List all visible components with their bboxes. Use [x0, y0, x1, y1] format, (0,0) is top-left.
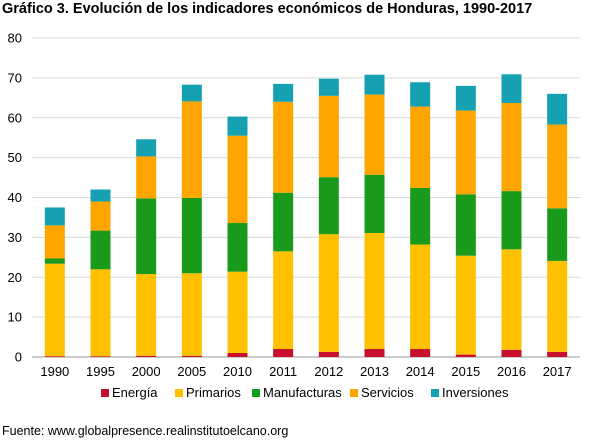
- bar-segment-primarios-2005: [181, 273, 202, 356]
- bar-segment-manufacturas-2012: [318, 177, 339, 235]
- bar-segment-servicios-2017: [547, 124, 568, 209]
- bar-segment-inversiones-2010: [227, 116, 248, 136]
- x-tick-label: 2012: [314, 364, 343, 379]
- y-tick-label: 40: [8, 190, 22, 205]
- legend-swatch-energía: [101, 389, 109, 397]
- bar-segment-servicios-2012: [318, 95, 339, 178]
- x-tick-label: 1990: [40, 364, 69, 379]
- bar-segment-manufacturas-2010: [227, 223, 248, 272]
- x-axis-ticks: 1990 1995 2000 2005 2010 2011 2012 2013 2014 2015…: [40, 364, 571, 379]
- x-tick-label: 2017: [543, 364, 572, 379]
- bar-segment-inversiones-2012: [318, 78, 339, 96]
- x-tick-label: 2011: [269, 364, 297, 379]
- x-tick-label: 2010: [223, 364, 252, 379]
- bar-segment-inversiones-2017: [547, 93, 568, 125]
- legend-swatch-inversiones: [431, 389, 439, 397]
- source-note: Fuente: www.globalpresence.realinstituto…: [2, 424, 289, 438]
- bar-segment-servicios-2010: [227, 135, 248, 224]
- bar-segment-inversiones-2011: [273, 83, 294, 102]
- y-tick-label: 20: [8, 270, 22, 285]
- y-tick-label: 30: [8, 230, 22, 245]
- gridlines: [32, 37, 580, 358]
- legend-label-inversiones: Inversiones: [442, 385, 509, 400]
- bar-segment-inversiones-2016: [501, 74, 522, 103]
- bar-segment-servicios-2014: [410, 106, 431, 188]
- bar-segment-inversiones-2014: [410, 82, 431, 107]
- legend: Energía Primarios Manufacturas Servicios Inv…: [101, 385, 509, 400]
- y-axis-ticks: 0 10 20 30 40 50 60 70 80: [8, 31, 22, 365]
- x-tick-label: 2015: [451, 364, 480, 379]
- bar-segment-inversiones-2000: [136, 139, 157, 157]
- bar-segment-servicios-2013: [364, 94, 385, 175]
- bar-segment-primarios-2014: [410, 244, 431, 350]
- bar-segment-primarios-1990: [44, 263, 65, 357]
- bar-segment-servicios-2015: [455, 110, 476, 195]
- bar-segment-manufacturas-2011: [273, 192, 294, 252]
- y-tick-label: 60: [8, 110, 22, 125]
- bar-segment-inversiones-2015: [455, 85, 476, 111]
- bar-segment-servicios-1995: [90, 201, 111, 231]
- y-tick-label: 80: [8, 31, 22, 46]
- bar-segment-primarios-1995: [90, 269, 111, 357]
- bar-segment-primarios-2010: [227, 271, 248, 354]
- bar-segment-primarios-2000: [136, 274, 157, 356]
- legend-label-energía: Energía: [112, 385, 158, 400]
- bar-segment-inversiones-2005: [181, 84, 202, 102]
- bar-segment-inversiones-1990: [44, 207, 65, 226]
- bar-segment-primarios-2011: [273, 251, 294, 350]
- bar-segment-servicios-2000: [136, 156, 157, 199]
- bar-segment-primarios-2015: [455, 255, 476, 355]
- chart-title: Gráfico 3. Evolución de los indicadores …: [2, 1, 533, 17]
- bar-segment-manufacturas-2014: [410, 187, 431, 245]
- bar-segment-inversiones-2013: [364, 74, 385, 95]
- bar-segment-manufacturas-2017: [547, 208, 568, 261]
- legend-label-primarios: Primarios: [186, 385, 241, 400]
- bar-segment-manufacturas-2016: [501, 191, 522, 250]
- x-tick-label: 1995: [86, 364, 115, 379]
- bar-segment-energía-2015: [455, 354, 476, 357]
- bar-segment-manufacturas-1995: [90, 230, 111, 270]
- x-tick-label: 2000: [132, 364, 161, 379]
- bar-segment-energía-1990: [44, 356, 65, 357]
- bar-segment-inversiones-1995: [90, 189, 111, 202]
- legend-swatch-manufacturas: [252, 389, 260, 397]
- bar-segment-energía-2011: [273, 349, 294, 357]
- bar-segment-servicios-2011: [273, 101, 294, 193]
- bar-segment-energía-1995: [90, 356, 111, 357]
- legend-swatch-servicios: [350, 389, 358, 397]
- bar-segment-servicios-1990: [44, 225, 65, 259]
- bar-segment-primarios-2012: [318, 234, 339, 352]
- y-tick-label: 0: [15, 350, 22, 365]
- bar-segment-manufacturas-1990: [44, 258, 65, 264]
- bar-segment-primarios-2016: [501, 249, 522, 350]
- bar-segment-manufacturas-2015: [455, 194, 476, 256]
- bar-segment-energía-2013: [364, 349, 385, 357]
- bar-segment-energía-2005: [181, 355, 202, 357]
- x-tick-label: 2013: [360, 364, 389, 379]
- bar-segment-energía-2014: [410, 349, 431, 357]
- bar-segment-manufacturas-2013: [364, 174, 385, 233]
- bar-segment-energía-2016: [501, 349, 522, 357]
- bar-segment-energía-2010: [227, 353, 248, 357]
- bar-segment-servicios-2005: [181, 101, 202, 198]
- x-tick-label: 2016: [497, 364, 526, 379]
- legend-label-servicios: Servicios: [361, 385, 414, 400]
- y-tick-label: 10: [8, 310, 22, 325]
- bar-segment-servicios-2016: [501, 102, 522, 192]
- x-tick-label: 2014: [406, 364, 435, 379]
- bars: [44, 74, 568, 357]
- bar-segment-manufacturas-2005: [181, 197, 202, 274]
- bar-segment-primarios-2013: [364, 232, 385, 350]
- y-tick-label: 50: [8, 150, 22, 165]
- bar-segment-energía-2017: [547, 351, 568, 357]
- legend-swatch-primarios: [175, 389, 183, 397]
- bar-segment-energía-2012: [318, 351, 339, 357]
- y-tick-label: 70: [8, 70, 22, 85]
- x-tick-label: 2005: [177, 364, 206, 379]
- legend-label-manufacturas: Manufacturas: [263, 385, 342, 400]
- bar-segment-primarios-2017: [547, 260, 568, 352]
- bar-segment-energía-2000: [136, 355, 157, 357]
- bar-segment-manufacturas-2000: [136, 198, 157, 275]
